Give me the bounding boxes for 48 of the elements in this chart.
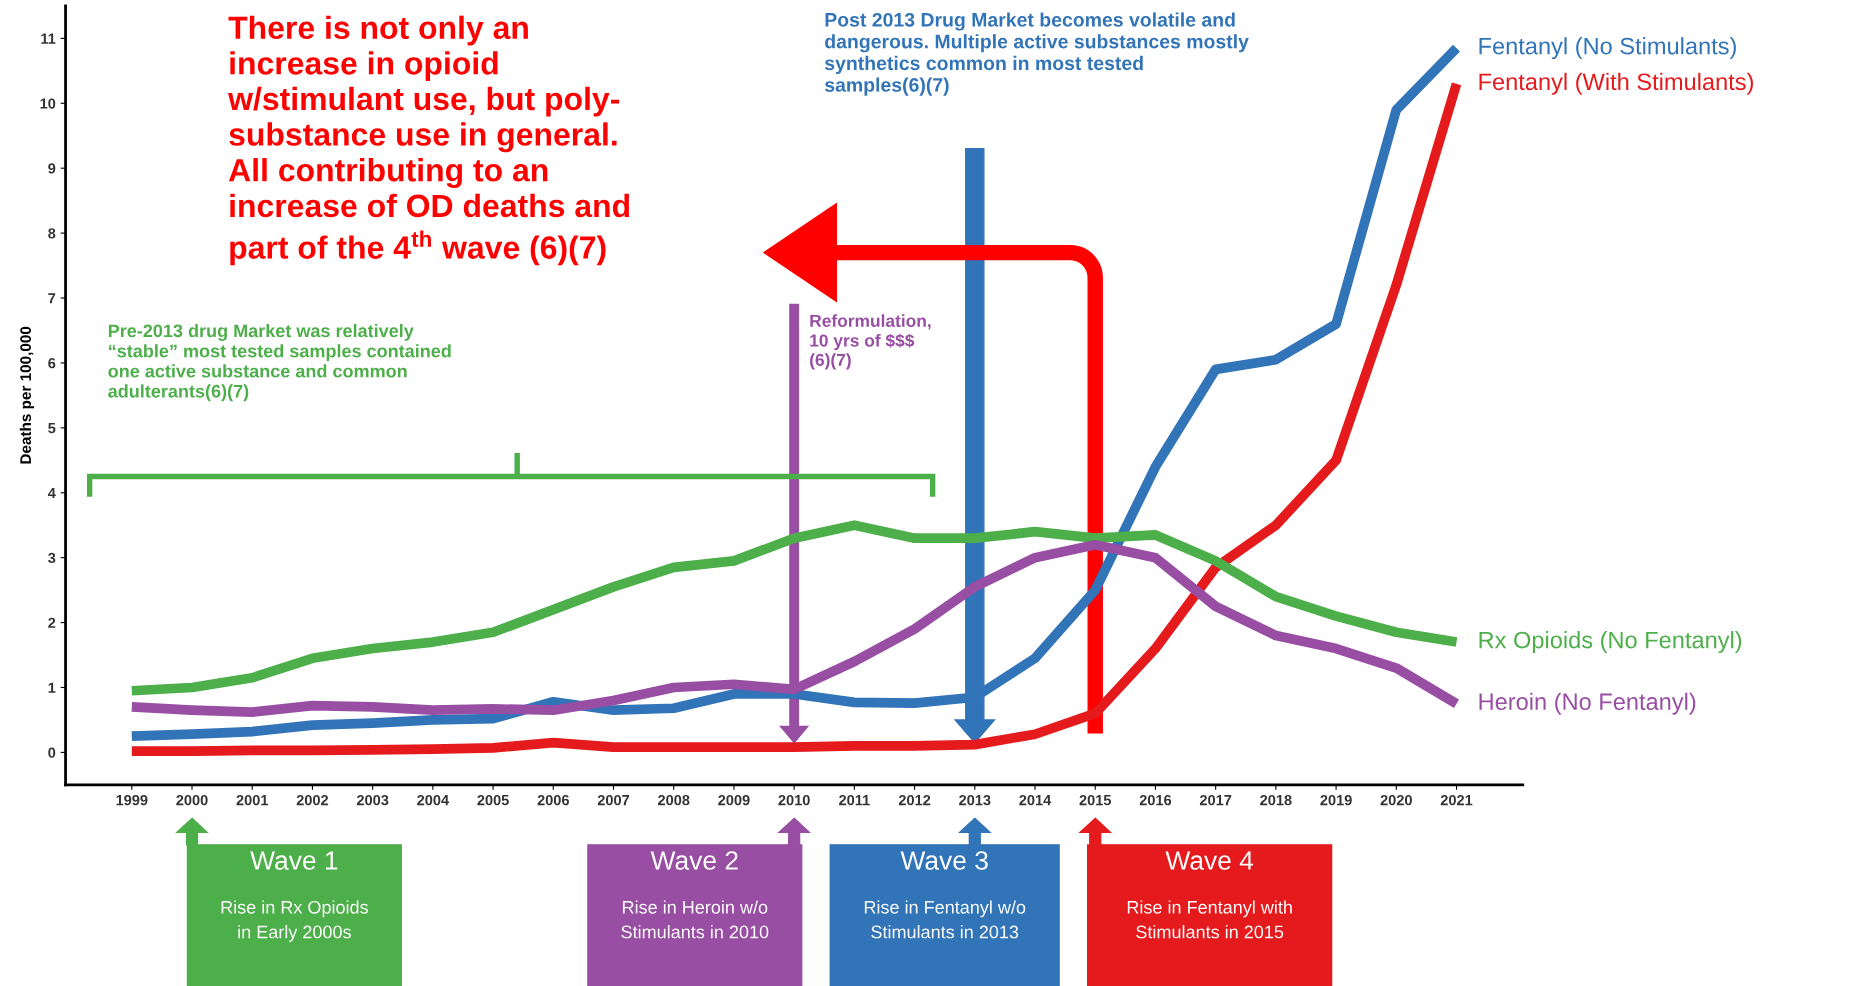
x-tick-label: 2014 — [1019, 794, 1052, 806]
x-tick-label: 2000 — [176, 794, 208, 806]
x-tick-label: 1999 — [116, 794, 148, 806]
text: Wave 3 Rise in Fentanyl w/o Stimulants in 2013 — [864, 851, 1026, 939]
x-tick-label: 2007 — [597, 794, 630, 806]
series-label: Rx Opioids (No Fentanyl) — [1479, 631, 1742, 654]
y-tick-label: 5 — [48, 423, 56, 434]
y-tick-label: 6 — [48, 358, 56, 369]
annotation: Reformulation, 10 yrs of $$$ (6)(7) — [810, 314, 931, 370]
x-tick-label: 2003 — [356, 794, 389, 806]
y-tick-label: 8 — [48, 228, 56, 239]
x-tick-label: 2019 — [1320, 794, 1352, 806]
x-tick-label: 2002 — [296, 794, 329, 806]
y-tick-label: 3 — [48, 552, 56, 564]
annotation: Post 2013 Drug Market becomes volatile and dangerous. Multiple active substances mostly synthetics common in most tested samples(6)(7) — [824, 12, 1249, 96]
x-tick-label: 2012 — [898, 794, 931, 806]
x-tick-label: 2015 — [1079, 794, 1112, 806]
y-tick-label: 2 — [48, 617, 56, 628]
x-tick-label: 2005 — [477, 794, 509, 806]
x-tick-label: 2004 — [417, 794, 450, 806]
y-tick-label: 1 — [48, 682, 56, 693]
y-tick-label: 4 — [47, 488, 56, 499]
y-axis-title: Deaths per 100,000 — [19, 326, 35, 464]
x-tick-label: 2018 — [1260, 794, 1292, 806]
text: Wave 1 Rise in Rx Opioids in Early 2000s — [221, 851, 368, 942]
y-tick-label: 9 — [48, 163, 56, 174]
annotation: Pre-2013 drug Market was relatively “stable” most tested samples contained one active substance and common adulterants(6)(7) — [108, 323, 451, 402]
text: Wave 4 Rise in Fentanyl with Stimulants in 2015 — [1127, 851, 1292, 939]
y-tick-label: 7 — [48, 293, 56, 304]
text: Wave 2 Rise in Heroin w/o Stimulants in 2010 — [621, 851, 769, 939]
x-tick-label: 2021 — [1440, 794, 1473, 806]
x-tick-label: 2010 — [778, 794, 810, 806]
x-tick-label: 2009 — [718, 794, 750, 806]
y-tick-label: 0 — [48, 747, 56, 758]
x-tick-label: 2006 — [537, 794, 569, 806]
y-tick-label: 11 — [41, 33, 56, 44]
x-tick-label: 2016 — [1139, 794, 1172, 806]
series-label: Fentanyl (No Stimulants) — [1479, 37, 1736, 60]
x-tick-label: 2020 — [1380, 794, 1412, 806]
x-tick-label: 2011 — [839, 794, 870, 806]
x-tick-label: 2013 — [959, 794, 991, 806]
x-tick-label: 2001 — [236, 794, 269, 806]
series-label: Fentanyl (With Stimulants) — [1479, 72, 1753, 95]
series-label: Heroin (No Fentanyl) — [1479, 692, 1696, 715]
x-tick-label: 2008 — [658, 794, 690, 806]
y-tick-label: 10 — [40, 98, 56, 109]
x-tick-label: 2017 — [1199, 794, 1232, 806]
text: There is not only an increase in opioid w/stimulant use, but poly- substance use in general. All contributing to an increase of OD deaths and part of the 4$^{th}$ wave (6)(7) — [228, 15, 629, 266]
